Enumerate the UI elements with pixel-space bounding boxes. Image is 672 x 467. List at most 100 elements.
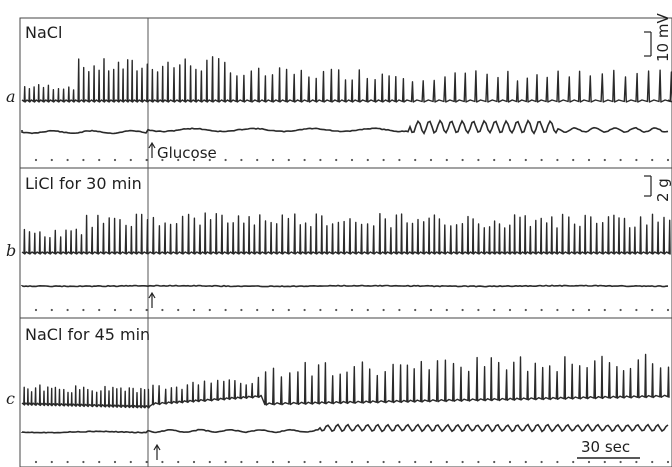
time-scale-bar: 30 sec <box>577 438 640 459</box>
time-mark-dot <box>192 308 196 312</box>
time-mark-dot <box>461 158 464 162</box>
time-mark-dot <box>271 460 275 464</box>
panel-b-electrical-trace <box>21 212 671 255</box>
time-mark-dot <box>129 158 132 162</box>
time-mark-dot <box>493 308 496 312</box>
time-mark-dot <box>177 308 180 312</box>
time-mark-dot <box>98 308 101 312</box>
time-mark-dot <box>145 158 148 162</box>
panel-b-letter: b <box>6 241 16 260</box>
time-mark-dot <box>635 460 638 464</box>
time-mark-dot <box>508 158 512 162</box>
time-mark-dot <box>587 460 591 464</box>
time-mark-dot <box>540 308 543 312</box>
time-mark-dot <box>303 460 306 464</box>
time-mark-dot <box>572 460 575 464</box>
time-mark-dot <box>666 158 670 162</box>
time-mark-dot <box>208 308 211 312</box>
time-mark-dot <box>619 158 622 162</box>
time-mark-dot <box>619 460 622 464</box>
panel-a-mechanical-trace <box>21 119 669 135</box>
time-mark-dot <box>572 308 575 312</box>
time-mark-dot <box>256 460 259 464</box>
time-mark-dot <box>429 460 433 464</box>
time-mark-dot <box>398 308 401 312</box>
time-mark-dot <box>82 460 85 464</box>
time-mark-dot <box>161 460 164 464</box>
time-mark-dot <box>603 460 606 464</box>
time-mark-dot <box>508 308 512 312</box>
time-mark-dot <box>540 460 543 464</box>
time-mark-dot <box>651 308 654 312</box>
time-mark-dot <box>493 158 496 162</box>
time-mark-dot <box>319 158 322 162</box>
time-mark-dot <box>556 460 559 464</box>
time-mark-dot <box>113 460 117 464</box>
time-mark-dot <box>414 460 417 464</box>
time-mark-dot <box>635 308 638 312</box>
time-mark-dot <box>34 308 38 312</box>
panel-a-letter: a <box>6 87 16 106</box>
time-mark-dot <box>50 308 53 312</box>
time-mark-dot <box>177 158 180 162</box>
time-mark-dot <box>271 308 275 312</box>
time-mark-dot <box>192 460 196 464</box>
time-mark-dot <box>208 158 211 162</box>
time-mark-dot <box>224 308 227 312</box>
panel-c-electrical-trace <box>21 353 670 409</box>
time-mark-dot <box>303 158 306 162</box>
time-mark-dot <box>319 460 322 464</box>
time-mark-dot <box>350 308 354 312</box>
time-mark-dot <box>524 308 527 312</box>
time-mark-dot <box>666 308 670 312</box>
voltage-scale-bar: 10 mV <box>644 13 672 62</box>
time-mark-dot <box>82 308 85 312</box>
time-mark-dot <box>256 308 259 312</box>
panel-b-time-dots <box>34 308 670 312</box>
time-mark-dot <box>603 158 606 162</box>
time-mark-dot <box>129 308 132 312</box>
time-mark-dot <box>382 158 385 162</box>
time-mark-dot <box>34 460 38 464</box>
time-mark-dot <box>445 460 448 464</box>
time-mark-dot <box>414 158 417 162</box>
time-mark-dot <box>540 158 543 162</box>
tension-scale-label: 2 g <box>654 178 672 202</box>
time-mark-dot <box>445 308 448 312</box>
time-mark-dot <box>50 460 53 464</box>
time-mark-dot <box>524 460 527 464</box>
time-mark-dot <box>635 158 638 162</box>
time-mark-dot <box>34 158 38 162</box>
time-mark-dot <box>477 308 480 312</box>
time-mark-dot <box>477 158 480 162</box>
time-mark-dot <box>587 308 591 312</box>
time-mark-dot <box>240 460 243 464</box>
panel-c-mechanical-trace <box>21 423 669 434</box>
panel-a-title: NaCl <box>25 23 62 42</box>
time-mark-dot <box>366 460 369 464</box>
time-mark-dot <box>335 308 338 312</box>
time-mark-dot <box>414 308 417 312</box>
time-mark-dot <box>161 308 164 312</box>
time-mark-dot <box>603 308 606 312</box>
time-mark-dot <box>177 460 180 464</box>
time-mark-dot <box>493 460 496 464</box>
time-mark-dot <box>271 158 275 162</box>
time-mark-dot <box>66 308 69 312</box>
time-mark-dot <box>256 158 259 162</box>
time-mark-dot <box>651 460 654 464</box>
time-mark-dot <box>335 460 338 464</box>
time-mark-dot <box>82 158 85 162</box>
panel-b-marker <box>148 291 156 308</box>
time-mark-dot <box>366 308 369 312</box>
time-mark-dot <box>587 158 591 162</box>
time-mark-dot <box>477 460 480 464</box>
time-mark-dot <box>556 158 559 162</box>
panel-c-letter: c <box>6 389 15 408</box>
time-mark-dot <box>287 460 290 464</box>
time-mark-dot <box>461 308 464 312</box>
time-mark-dot <box>556 308 559 312</box>
glucose-label: Glucose <box>157 144 217 162</box>
time-mark-dot <box>113 308 117 312</box>
time-mark-dot <box>66 158 69 162</box>
